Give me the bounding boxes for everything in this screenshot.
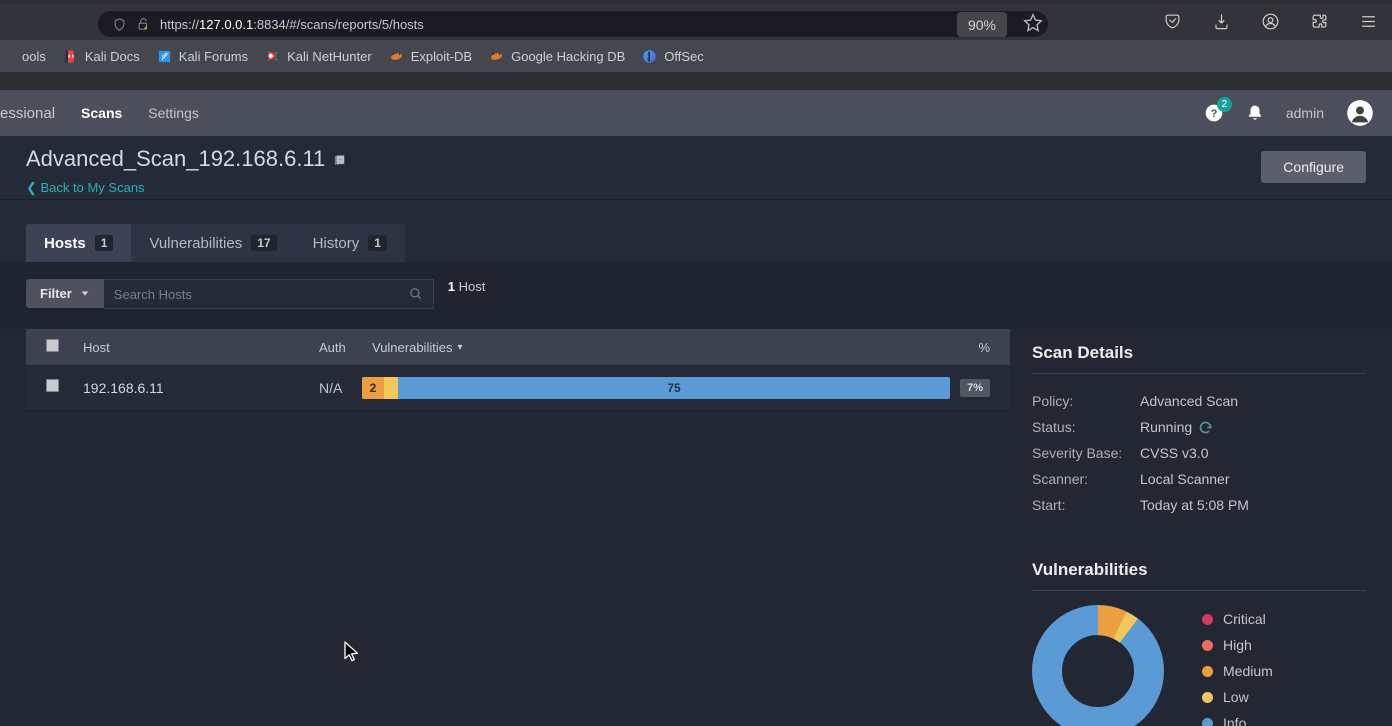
svg-text:?: ?: [1211, 108, 1218, 120]
